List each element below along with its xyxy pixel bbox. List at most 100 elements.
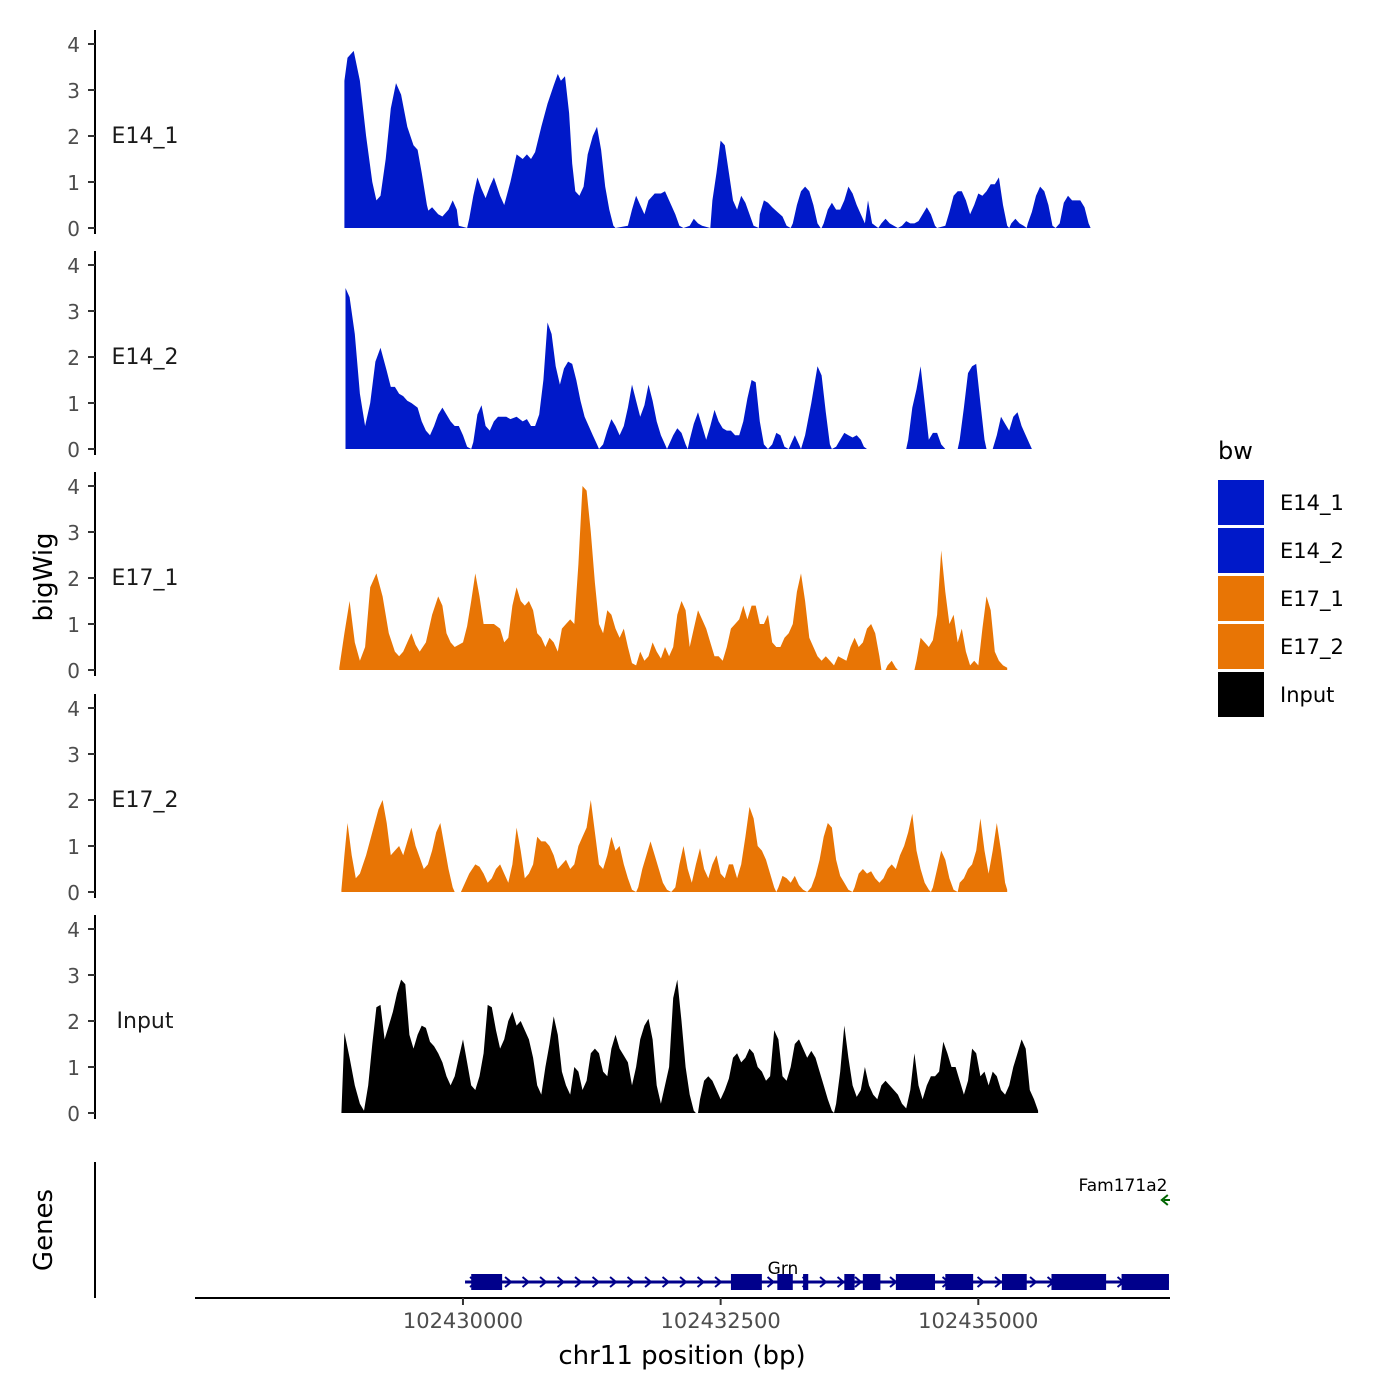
track-label-E17_2: E17_2 <box>112 788 179 813</box>
gene-exon <box>1121 1274 1169 1290</box>
gene-label: Grn <box>768 1259 799 1279</box>
strand-arrow <box>591 1276 601 1288</box>
strand-arrow <box>661 1276 671 1288</box>
y-tick-label: 0 <box>67 1102 80 1126</box>
y-tick-label: 4 <box>67 918 80 942</box>
track-E17_2: 0 1 2 3 4 E17_2 <box>67 694 1008 905</box>
track-E14_1: 0 1 2 3 4 E14_1 <box>67 30 1091 241</box>
y-tick-label: 3 <box>67 300 80 324</box>
legend-key-E17_1 <box>1218 576 1264 621</box>
track-E17_1: 0 1 2 3 4 E17_1 <box>67 472 1008 683</box>
y-tick-label: 1 <box>67 835 80 859</box>
legend-key-E14_1 <box>1218 480 1264 525</box>
strand-arrow <box>836 1276 846 1288</box>
y-tick-label: 1 <box>67 171 80 195</box>
track-Input: 0 1 2 3 4 Input <box>67 915 1039 1126</box>
strand-arrow <box>574 1276 583 1288</box>
strand-arrow <box>854 1276 863 1288</box>
y-tick-label: 2 <box>67 567 80 591</box>
legend-title: bw <box>1218 437 1253 465</box>
y-tick-label: 4 <box>67 475 80 499</box>
gene-exon <box>730 1274 762 1290</box>
legend-label: E14_1 <box>1280 491 1344 516</box>
area-Input <box>341 979 1039 1113</box>
bigwig-tracks: 0 1 2 3 4 E14_1 0 1 2 3 4 E14_2 0 1 2 3 4 E17_1 0 1 2 3 4 E17_2… <box>67 30 1091 1126</box>
y-tick-label: 2 <box>67 125 80 149</box>
gene-exon <box>471 1274 503 1290</box>
x-ticks: 102430000 102432500 102435000 <box>403 1298 1038 1333</box>
x-axis: 102430000 102432500 102435000 chr11 positi… <box>195 1297 1170 1371</box>
track-E14_2: 0 1 2 3 4 E14_2 <box>67 251 1032 462</box>
gene-exon <box>1002 1274 1027 1290</box>
y-tick-label: 3 <box>67 964 80 988</box>
strand-arrow <box>976 1276 986 1288</box>
y-tick-label: 2 <box>67 1010 80 1034</box>
strand-arrow <box>521 1276 531 1288</box>
gene-label: Fam171a2 <box>1079 1176 1168 1196</box>
gene-exon <box>844 1274 855 1290</box>
area-E14_2 <box>345 288 1032 449</box>
y-tick-label: 3 <box>67 79 80 103</box>
strand-arrow <box>696 1276 706 1288</box>
x-tick-label: 102435000 <box>918 1309 1038 1333</box>
strand-arrow <box>679 1276 688 1288</box>
y-tick-label: 1 <box>67 1056 80 1080</box>
gene-exon <box>1051 1274 1107 1290</box>
gene-exon <box>862 1274 881 1290</box>
y-tick-label: 0 <box>67 217 80 241</box>
track-label-E14_1: E14_1 <box>112 124 179 149</box>
y-tick-label: 4 <box>67 697 80 721</box>
track-label-E14_2: E14_2 <box>112 345 179 370</box>
y-tick-label: 2 <box>67 346 80 370</box>
legend-key-Input <box>1218 672 1264 717</box>
gene-exon <box>945 1274 974 1290</box>
legend-key-E17_2 <box>1218 624 1264 669</box>
area-E17_2 <box>341 800 1008 892</box>
legend-label: Input <box>1280 683 1334 707</box>
legend-key-E14_2 <box>1218 528 1264 573</box>
gene-exon <box>895 1274 936 1290</box>
y-tick-label: 3 <box>67 521 80 545</box>
x-tick-label: 102432500 <box>661 1309 781 1333</box>
y-tick-label: 0 <box>67 881 80 905</box>
gene-models: Grn Fam171a2 <box>465 1176 1170 1290</box>
legend-label: E17_2 <box>1280 635 1344 660</box>
strand-arrow <box>504 1276 513 1288</box>
strand-arrow <box>1160 1194 1169 1206</box>
area-E17_1 <box>339 486 1008 670</box>
y-tick-label: 4 <box>67 254 80 278</box>
legend-label: E14_2 <box>1280 539 1344 564</box>
y-tick-label: 1 <box>67 392 80 416</box>
legend-label: E17_1 <box>1280 587 1344 612</box>
genes-panel: Genes Grn Fam171a2 <box>29 1162 1170 1298</box>
x-axis-title: chr11 position (bp) <box>558 1341 805 1371</box>
legend: bw E14_1 E14_2 E17_1 E17_2 Input <box>1218 437 1344 717</box>
legend-items: E14_1 E14_2 E17_1 E17_2 Input <box>1218 480 1344 717</box>
gene-exon <box>777 1274 793 1290</box>
y-tick-label: 4 <box>67 33 80 57</box>
y-tick-label: 3 <box>67 743 80 767</box>
track-label-E17_1: E17_1 <box>112 566 179 591</box>
gene-exon <box>803 1274 809 1290</box>
gene-Fam171a2: Fam171a2 <box>1079 1176 1170 1206</box>
y-tick-label: 2 <box>67 789 80 813</box>
y-tick-label: 0 <box>67 659 80 683</box>
area-E14_1 <box>344 50 1091 229</box>
y-tick-label: 1 <box>67 613 80 637</box>
strand-arrow <box>714 1276 723 1288</box>
strand-arrow <box>644 1276 653 1288</box>
strand-arrow <box>994 1276 1003 1288</box>
strand-arrow <box>539 1276 548 1288</box>
y-axis-title: bigWig <box>29 532 59 621</box>
gene-Grn: Grn <box>465 1259 1169 1290</box>
x-tick-label: 102430000 <box>403 1309 523 1333</box>
strand-arrow <box>1029 1276 1038 1288</box>
genes-title: Genes <box>29 1189 59 1271</box>
y-tick-label: 0 <box>67 438 80 462</box>
strand-arrow <box>766 1276 776 1288</box>
strand-arrow <box>609 1276 618 1288</box>
track-label-Input: Input <box>117 1009 174 1034</box>
strand-arrow <box>556 1276 566 1288</box>
strand-arrow <box>819 1276 828 1288</box>
